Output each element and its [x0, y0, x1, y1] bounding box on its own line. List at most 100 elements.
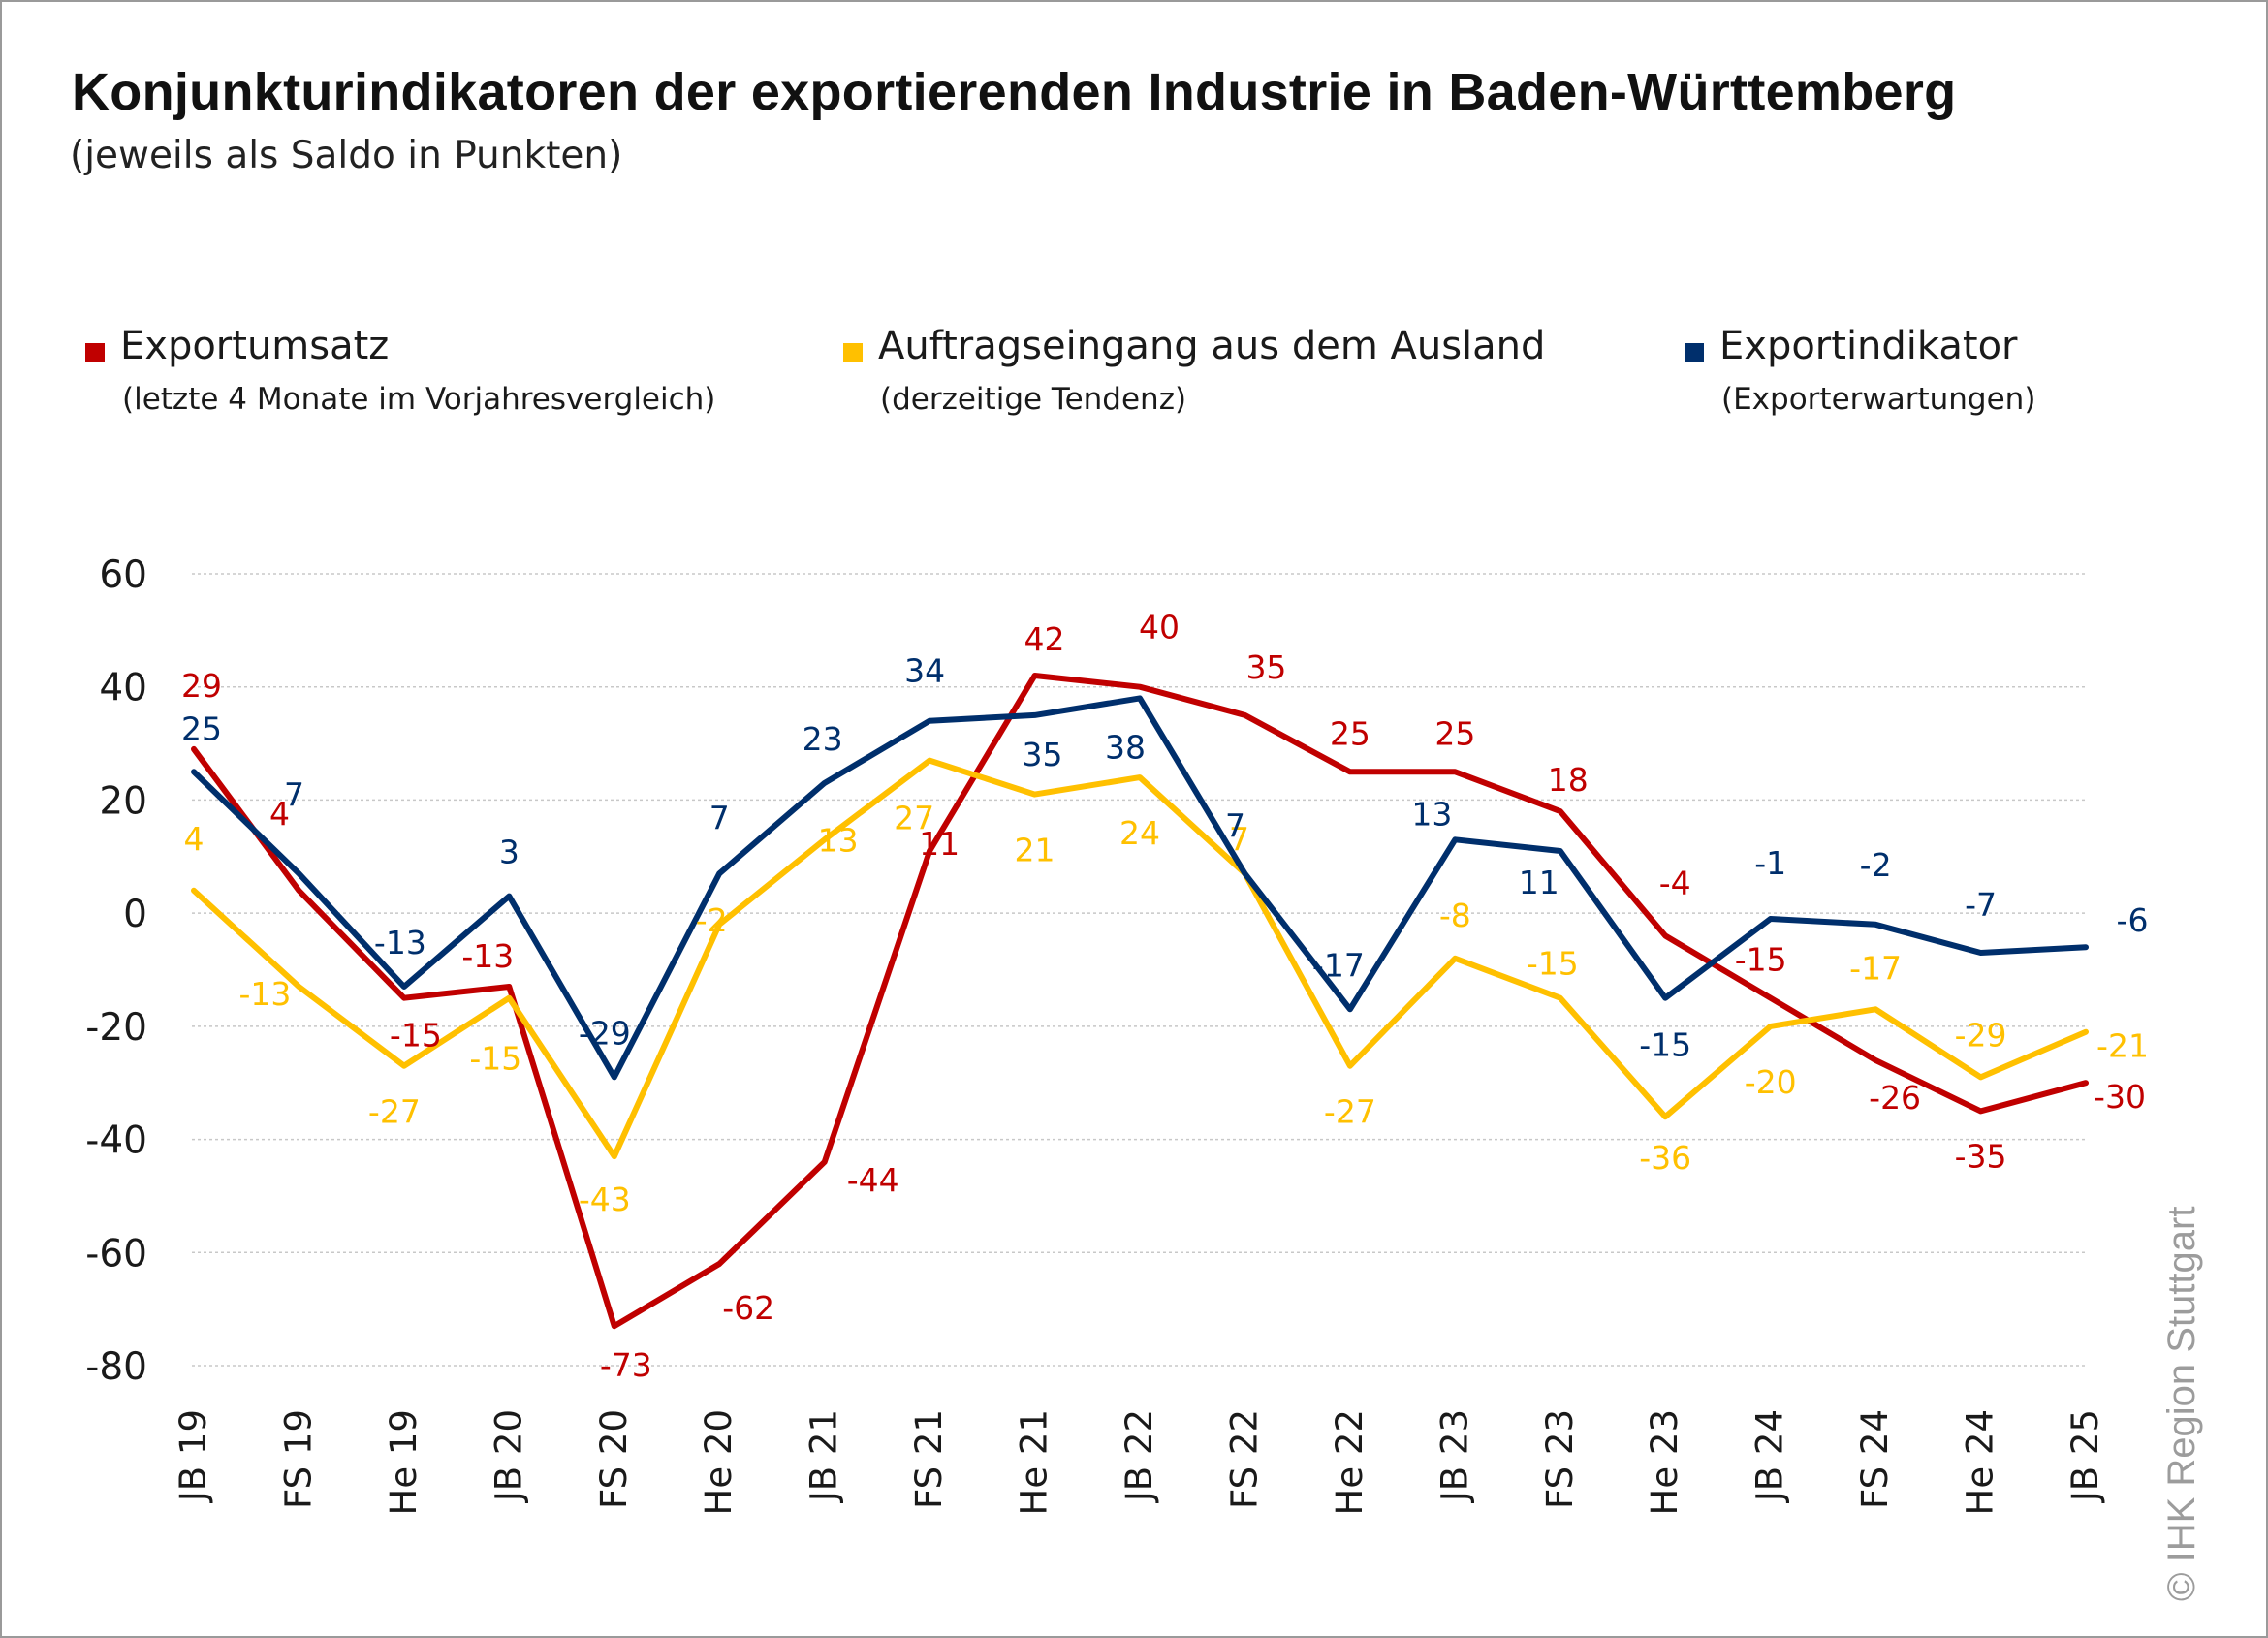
- data-label-1: -8: [1439, 897, 1471, 934]
- data-label-1: -15: [469, 1040, 521, 1078]
- data-label-0: -30: [2094, 1078, 2146, 1116]
- data-label-1: -27: [368, 1093, 421, 1131]
- x-tick-label: JB 25: [2064, 1409, 2106, 1503]
- data-label-2: -2: [1860, 846, 1892, 884]
- y-tick-label: 60: [99, 553, 147, 597]
- legend-label: Exportindikator: [1719, 324, 2018, 368]
- data-label-2: 3: [499, 834, 520, 871]
- x-tick-label: He 24: [1960, 1409, 2001, 1515]
- x-tick-label: He 23: [1644, 1409, 1685, 1515]
- y-tick-label: -60: [85, 1232, 147, 1276]
- data-label-2: -6: [2117, 901, 2149, 939]
- legend-swatch-auftragseingang: [843, 343, 863, 362]
- data-label-1: -29: [1955, 1016, 2007, 1054]
- x-tick-label: JB 23: [1433, 1409, 1475, 1503]
- x-tick-label: JB 19: [173, 1409, 214, 1503]
- data-label-2: -29: [579, 1014, 631, 1052]
- data-label-1: -15: [1527, 945, 1579, 983]
- x-tick-label: He 19: [383, 1409, 425, 1515]
- legend-swatch-exportumsatz: [85, 343, 105, 362]
- x-tick-label: FS 24: [1854, 1409, 1896, 1509]
- data-label-2: 23: [803, 720, 843, 758]
- data-label-2: 11: [1519, 864, 1559, 901]
- data-label-2: 34: [904, 652, 945, 690]
- data-label-2: 35: [1023, 736, 1063, 773]
- x-tick-label: He 20: [698, 1409, 740, 1515]
- data-label-0: 4: [269, 795, 290, 833]
- data-label-0: 42: [1024, 620, 1065, 658]
- y-tick-label: -80: [85, 1345, 147, 1389]
- x-tick-label: FS 21: [908, 1409, 950, 1509]
- data-label-1: 27: [894, 800, 934, 837]
- data-label-2: -13: [374, 924, 426, 961]
- data-label-0: -62: [722, 1289, 774, 1327]
- data-label-1: -43: [579, 1181, 631, 1218]
- series-line-0: [191, 673, 2089, 1330]
- legend-swatch-exportindikator: [1685, 343, 1704, 362]
- data-label-0: -44: [847, 1161, 899, 1199]
- data-label-1: 7: [1229, 820, 1249, 858]
- data-label-0: 29: [181, 667, 222, 705]
- y-tick-label: 0: [123, 893, 147, 936]
- series-line-2: [191, 695, 2089, 1081]
- x-tick-label: JB 22: [1118, 1409, 1160, 1503]
- data-label-1: -21: [2096, 1027, 2149, 1065]
- legend-sublabel: (letzte 4 Monate im Vorjahresvergleich): [122, 382, 716, 417]
- data-label-1: -13: [238, 975, 291, 1013]
- x-tick-label: He 22: [1329, 1409, 1370, 1515]
- data-label-2: 25: [181, 709, 222, 747]
- x-tick-label: FS 22: [1223, 1409, 1265, 1509]
- legend-sublabel: (derzeitige Tendenz): [880, 382, 1187, 417]
- data-label-0: -15: [1735, 941, 1787, 979]
- y-tick-label: -20: [85, 1006, 147, 1050]
- data-label-1: -2: [696, 901, 728, 939]
- data-label-0: -15: [390, 1017, 442, 1055]
- data-label-0: 35: [1245, 648, 1286, 686]
- data-label-1: -17: [1849, 949, 1902, 987]
- data-label-1: 13: [818, 821, 859, 859]
- y-tick-label: 40: [99, 667, 147, 710]
- data-label-1: -27: [1324, 1093, 1376, 1131]
- data-label-2: 7: [284, 775, 304, 813]
- data-label-0: -35: [1955, 1137, 2007, 1175]
- x-tick-label: FS 23: [1539, 1409, 1581, 1509]
- data-label-2: -7: [1965, 886, 1997, 924]
- data-label-0: -73: [600, 1346, 652, 1384]
- data-label-2: 7: [709, 799, 730, 836]
- data-label-0: -26: [1869, 1079, 1921, 1117]
- data-label-2: -15: [1639, 1026, 1691, 1064]
- y-tick-label: 20: [99, 779, 147, 823]
- data-label-0: -4: [1659, 864, 1691, 901]
- data-label-1: 4: [184, 820, 205, 858]
- data-label-0: 18: [1548, 761, 1589, 799]
- data-label-1: -36: [1639, 1139, 1691, 1177]
- x-tick-label: He 21: [1014, 1409, 1055, 1515]
- data-label-2: 7: [1225, 806, 1245, 844]
- x-tick-label: FS 19: [277, 1409, 319, 1509]
- legend-label: Exportumsatz: [120, 324, 390, 368]
- x-tick-label: JB 21: [803, 1409, 845, 1503]
- data-label-2: 38: [1105, 728, 1146, 766]
- chart-title: Konjunkturindikatoren der exportierenden…: [72, 63, 1957, 121]
- data-label-2: -17: [1312, 946, 1365, 984]
- x-tick-label: FS 20: [593, 1409, 635, 1509]
- data-label-0: 25: [1330, 714, 1370, 752]
- data-label-2: 13: [1411, 795, 1452, 833]
- data-label-0: 11: [919, 825, 960, 863]
- x-tick-label: JB 24: [1749, 1409, 1791, 1503]
- data-label-0: 25: [1434, 714, 1475, 752]
- chart-subtitle: (jeweils als Saldo in Punkten): [70, 134, 623, 177]
- series-line-1: [191, 757, 2089, 1160]
- legend-sublabel: (Exporterwartungen): [1721, 382, 2036, 417]
- copyright-notice: © IHK Region Stuttgart: [2160, 1206, 2203, 1601]
- y-tick-label: -40: [85, 1119, 147, 1163]
- x-tick-label: JB 20: [488, 1409, 529, 1503]
- data-label-1: 24: [1119, 814, 1160, 852]
- data-label-2: -1: [1754, 844, 1786, 882]
- data-label-1: 21: [1015, 832, 1055, 869]
- data-label-0: 40: [1139, 609, 1180, 646]
- legend-label: Auftragseingang aus dem Ausland: [878, 324, 1546, 368]
- data-label-1: -20: [1745, 1063, 1797, 1101]
